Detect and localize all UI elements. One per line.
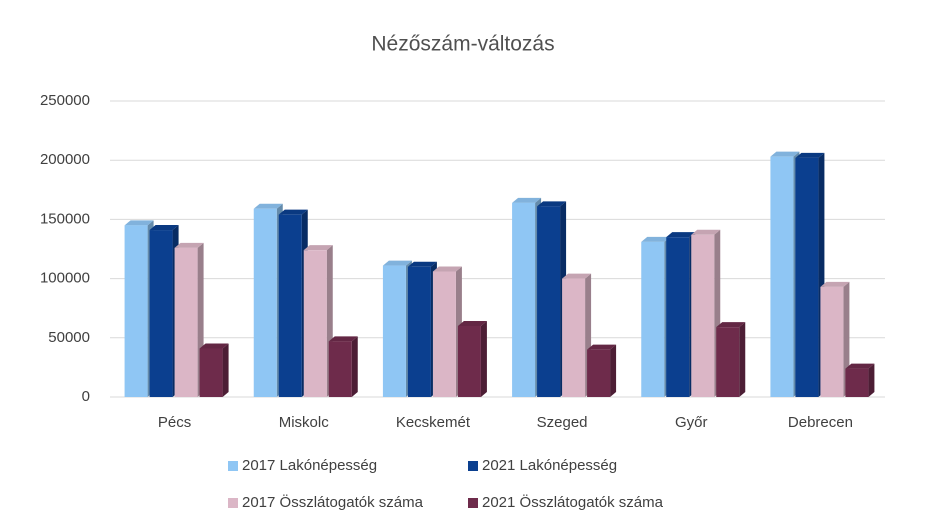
bar	[691, 234, 715, 397]
bar	[382, 265, 406, 397]
bar	[587, 349, 611, 397]
legend-swatch	[228, 461, 238, 471]
bar	[562, 278, 586, 397]
x-tick-label: Miskolc	[279, 414, 330, 431]
bar	[457, 325, 481, 397]
bar-top	[562, 273, 592, 279]
legend-label: 2017 Összlátogatók száma	[242, 493, 424, 511]
bar-top	[382, 260, 412, 266]
bar	[845, 368, 869, 397]
y-tick-label: 250000	[40, 92, 90, 109]
chart-title: Nézőszám-változás	[371, 33, 554, 56]
legend-label: 2021 Lakónépesség	[482, 457, 617, 474]
bar	[199, 348, 223, 397]
bar-top	[716, 322, 746, 328]
bar-top	[512, 197, 542, 203]
bar-side	[868, 363, 875, 397]
bar	[278, 214, 302, 397]
bar	[666, 237, 690, 397]
bar-top	[407, 261, 437, 267]
y-tick-label: 50000	[48, 329, 90, 346]
bar	[149, 230, 173, 397]
bar	[124, 225, 148, 397]
x-tick-label: Kecskemét	[396, 414, 471, 431]
bar-top	[845, 363, 875, 369]
x-tick-label: Szeged	[537, 414, 588, 431]
bar-top	[770, 151, 800, 157]
bar-top	[641, 236, 671, 242]
bar-top	[174, 242, 204, 248]
bar-top	[795, 152, 825, 158]
bar-top	[432, 266, 462, 272]
bar	[512, 202, 536, 397]
bar	[641, 241, 665, 397]
bar	[820, 286, 844, 397]
bar	[770, 156, 794, 397]
bar-top	[124, 220, 154, 226]
bar-side	[739, 322, 746, 397]
bar	[253, 208, 277, 397]
bar-side	[480, 320, 487, 397]
legend-swatch	[468, 498, 478, 508]
bar-side	[610, 344, 617, 397]
y-tick-label: 150000	[40, 210, 90, 227]
x-tick-label: Debrecen	[788, 414, 853, 431]
bar-top	[278, 209, 308, 215]
bar	[407, 266, 431, 397]
bar-top	[253, 203, 283, 209]
bar-top	[328, 336, 358, 342]
bar-top	[457, 320, 487, 326]
bar	[174, 247, 198, 397]
y-tick-label: 200000	[40, 151, 90, 168]
bar-side	[222, 343, 229, 397]
y-tick-label: 0	[82, 388, 90, 405]
bar	[795, 157, 819, 397]
legend-label: 2017 Lakónépesség	[242, 457, 377, 474]
bar-top	[691, 229, 721, 235]
bar	[716, 327, 740, 397]
bar-top	[199, 343, 229, 349]
y-tick-label: 100000	[40, 270, 90, 287]
x-tick-label: Pécs	[158, 414, 191, 431]
bar	[537, 206, 561, 397]
legend-label: 2021 Összlátogatók száma	[482, 493, 664, 511]
bar-top	[820, 281, 850, 287]
bar-top	[666, 232, 696, 238]
x-tick-label: Győr	[675, 414, 708, 431]
bar-top	[537, 201, 567, 207]
bar	[328, 341, 352, 397]
bar	[303, 250, 327, 397]
bar-top	[303, 245, 333, 251]
legend-swatch	[228, 498, 238, 508]
bar	[432, 271, 456, 397]
bar-top	[149, 225, 179, 231]
legend-swatch	[468, 461, 478, 471]
bar-top	[587, 344, 617, 350]
bar-side	[351, 336, 358, 397]
